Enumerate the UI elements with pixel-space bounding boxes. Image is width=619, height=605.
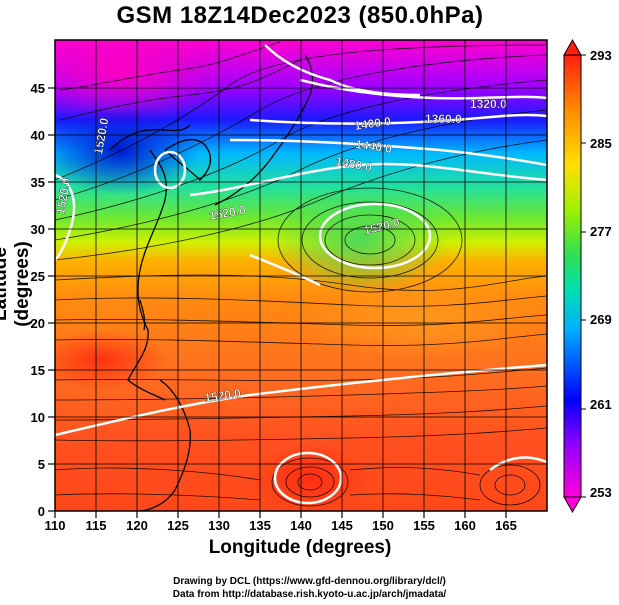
colorbar-tick-label: 293 (590, 48, 612, 63)
geopotential-contours (55, 44, 547, 505)
chart-title: GSM 18Z14Dec2023 (850.0hPa) (116, 2, 484, 29)
colorbar-tick-label: 253 (590, 485, 612, 500)
y-tick-label: 15 (31, 363, 45, 378)
y-tick-label: 0 (38, 504, 45, 519)
y-tick-label: 35 (31, 175, 45, 190)
contour-label: 1320.0 (470, 97, 507, 111)
y-tick-label: 25 (31, 269, 45, 284)
temperature-field (55, 40, 547, 511)
colorbar-tick-label: 269 (590, 312, 612, 327)
x-tick-label: 135 (249, 518, 271, 533)
x-tick-label: 120 (126, 518, 148, 533)
contour-label: 1440.0 (355, 137, 394, 156)
y-tick-label: 20 (31, 316, 45, 331)
x-tick-label: 155 (413, 518, 435, 533)
x-tick-label: 110 (45, 518, 66, 533)
colorbar-tick-label: 277 (590, 224, 612, 239)
colorbar-tick-label: 285 (590, 136, 612, 151)
contour-label: 1520.0 (53, 177, 73, 216)
contour-label: 1360.0 (425, 112, 462, 126)
y-tick-label: 45 (31, 81, 45, 96)
colorbar-tick-label: 261 (590, 397, 612, 412)
x-tick-label: 150 (372, 518, 394, 533)
y-tick-labels: 0 5 10 15 20 25 30 35 40 45 (31, 81, 45, 519)
axis-ticks (48, 87, 507, 518)
y-tick-label: 5 (38, 457, 45, 472)
x-axis-label: Longitude (degrees) (208, 537, 392, 558)
credit-drawing: Drawing by DCL (https://www.gfd-dennou.o… (173, 576, 446, 587)
contour-label: 1520.0 (208, 203, 247, 223)
y-tick-label: 30 (31, 222, 45, 237)
y-tick-label: 10 (31, 410, 45, 425)
contour-label-group: 1320.0 1360.0 1400.0 1440.0 1480.0 1520.… (53, 97, 507, 405)
y-tick-label: 40 (31, 128, 45, 143)
credit-data-source: Data from http://database.rish.kyoto-u.a… (172, 589, 447, 600)
wind-streamlines (55, 41, 547, 507)
colorbar: 253 261 269 277 285 293 (563, 38, 612, 514)
x-tick-label: 160 (454, 518, 476, 533)
contour-label: 1400.0 (353, 114, 392, 133)
x-tick-label: 140 (290, 518, 312, 533)
x-tick-labels: 110 115 120 125 130 135 140 145 150 155 … (45, 518, 517, 533)
x-tick-label: 130 (208, 518, 230, 533)
x-tick-label: 125 (167, 518, 189, 533)
graticule (55, 40, 547, 511)
x-tick-label: 145 (331, 518, 353, 533)
x-tick-label: 115 (86, 518, 107, 533)
contour-label: 1520.0 (203, 386, 242, 405)
contour-label: 1480.0 (334, 154, 373, 174)
x-tick-label: 165 (495, 518, 517, 533)
